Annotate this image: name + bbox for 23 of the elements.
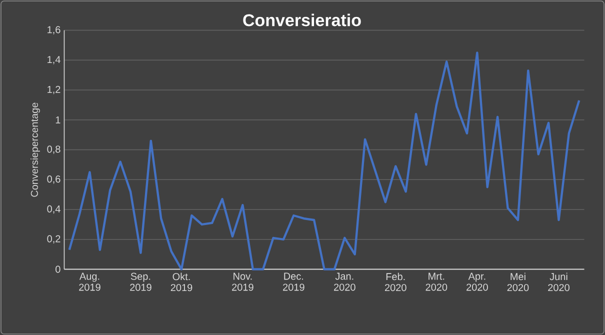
x-tick-label: Dec. 2019	[283, 272, 304, 291]
x-tick-label: Mrt. 2020	[426, 272, 448, 291]
y-tick-label: 0,2	[47, 235, 60, 244]
y-tick-label: 1,6	[48, 26, 60, 34]
x-tick-label: Aug. 2019	[79, 272, 100, 291]
x-tick-label: Juni 2020	[548, 272, 570, 292]
x-tick-label: Feb. 2020	[384, 272, 406, 292]
y-axis-title: Conversiepercentage	[30, 102, 40, 197]
x-tick-label: Nov. 2019	[232, 272, 254, 291]
x-tick-label: Apr. 2020	[466, 272, 488, 291]
y-tick-label: 0	[56, 266, 60, 273]
chart-title: Conversieratio	[243, 14, 361, 26]
x-tick-label: Mei 2020	[507, 272, 529, 292]
x-tick-label: Jan. 2020	[334, 272, 356, 291]
x-tick-label: Sep. 2019	[130, 272, 152, 291]
y-tick-label: 1,2	[48, 86, 60, 94]
x-tick-label: Okt. 2019	[170, 272, 192, 292]
y-tick-label: 0,8	[47, 146, 60, 154]
y-tick-label: 0,6	[47, 176, 60, 184]
y-tick-label: 0,4	[47, 205, 60, 214]
line-series	[68, 52, 580, 270]
y-tick-label: 1	[56, 116, 60, 124]
y-tick-label: 1,4	[48, 56, 60, 64]
